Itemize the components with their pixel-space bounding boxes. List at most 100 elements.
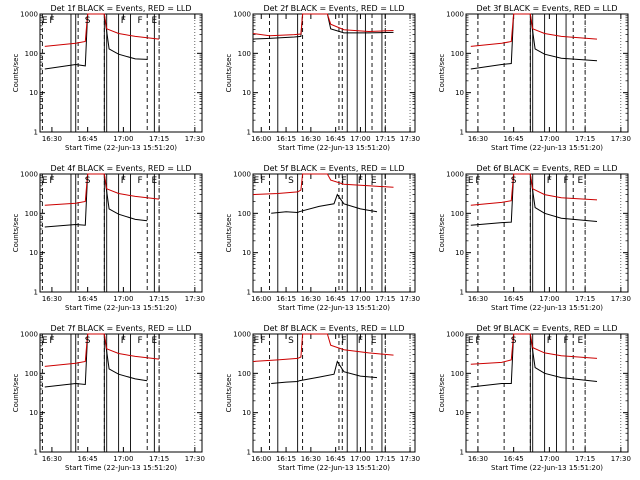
series-line-lld <box>470 333 598 365</box>
y-tick-label: 10 <box>455 89 464 97</box>
series-line-events <box>44 173 148 228</box>
x-tick-label: 16:30 <box>301 295 321 303</box>
segment-marker: E <box>468 176 474 186</box>
segment-marker: F <box>121 16 126 26</box>
x-tick-label: 17:00 <box>539 455 559 463</box>
detector-panel-4: Det 4f BLACK = Events, RED = LLD 1 10 100 10… <box>12 164 205 312</box>
y-tick-label: 1 <box>34 289 38 297</box>
x-tick-label: 16:45 <box>504 455 524 463</box>
plot-frame <box>252 333 416 453</box>
y-tick-label: 1 <box>247 449 251 457</box>
x-tick-label: 16:00 <box>251 135 271 143</box>
segment-marker: F <box>358 336 363 346</box>
segment-marker: F <box>341 176 346 186</box>
plot-frame <box>252 13 416 133</box>
y-tick-label: 1000 <box>20 11 38 19</box>
x-tick-label: 16:15 <box>276 135 296 143</box>
segment-marker: F <box>475 176 480 186</box>
plot-frame <box>39 173 203 293</box>
series-line-lld <box>44 333 160 367</box>
x-axis-label: Start Time (22-Jun-13 15:51:20) <box>278 304 390 312</box>
y-tick-label: 100 <box>238 370 251 378</box>
segment-marker: F <box>547 176 552 186</box>
x-tick-label: 16:45 <box>78 295 98 303</box>
series-line-events <box>44 13 148 70</box>
x-tick-label: 17:00 <box>113 135 133 143</box>
chart-title: Det 4f BLACK = Events, RED = LLD <box>50 164 191 173</box>
y-tick-label: 100 <box>238 50 251 58</box>
y-tick-label: 1000 <box>20 171 38 179</box>
plot-frame <box>39 13 203 133</box>
y-axis-label: Counts/sec <box>12 54 20 93</box>
y-tick-label: 10 <box>29 89 38 97</box>
x-tick-label: 16:45 <box>326 455 346 463</box>
plot-frame <box>465 173 629 293</box>
x-tick-label: 16:30 <box>301 455 321 463</box>
y-tick-label: 100 <box>451 50 464 58</box>
x-tick-label: 17:30 <box>611 455 631 463</box>
x-axis-label: Start Time (22-Jun-13 15:51:20) <box>65 464 177 472</box>
segment-marker: F <box>260 176 265 186</box>
x-tick-label: 16:30 <box>42 455 62 463</box>
segment-marker: S <box>288 336 294 346</box>
x-tick-label: 16:45 <box>78 135 98 143</box>
segment-marker: F <box>563 336 568 346</box>
x-axis-label: Start Time (22-Jun-13 15:51:20) <box>491 144 603 152</box>
x-tick-label: 16:15 <box>276 455 296 463</box>
y-axis-label: Counts/sec <box>225 214 233 253</box>
segment-marker: E <box>152 176 158 186</box>
x-tick-label: 17:30 <box>400 455 420 463</box>
y-tick-label: 1 <box>34 449 38 457</box>
series-line-lld <box>470 173 598 206</box>
chart-title: Det 7f BLACK = Events, RED = LLD <box>50 324 191 333</box>
segment-marker: F <box>49 176 54 186</box>
y-tick-label: 10 <box>242 249 251 257</box>
x-tick-label: 17:15 <box>575 295 595 303</box>
y-tick-label: 1 <box>460 289 464 297</box>
segment-marker: F <box>358 176 363 186</box>
y-axis-label: Counts/sec <box>225 54 233 93</box>
x-tick-label: 16:15 <box>276 295 296 303</box>
segment-marker: F <box>121 176 126 186</box>
detector-panel-8: Det 8f BLACK = Events, RED = LLD 1 10 100 10… <box>225 324 420 472</box>
x-axis-label: Start Time (22-Jun-13 15:51:20) <box>278 144 390 152</box>
x-tick-label: 16:00 <box>251 455 271 463</box>
x-tick-label: 16:30 <box>468 135 488 143</box>
series-line-events <box>271 193 378 214</box>
segment-marker: F <box>137 16 142 26</box>
chart-title: Det 3f BLACK = Events, RED = LLD <box>476 4 617 13</box>
x-tick-label: 16:30 <box>301 135 321 143</box>
x-axis-label: Start Time (22-Jun-13 15:51:20) <box>278 464 390 472</box>
segment-marker: E <box>468 336 474 346</box>
y-tick-label: 1000 <box>233 171 251 179</box>
y-tick-label: 100 <box>238 210 251 218</box>
segment-marker: S <box>85 176 91 186</box>
segment-marker: F <box>49 16 54 26</box>
segment-marker: E <box>42 16 48 26</box>
y-tick-label: 1 <box>247 129 251 137</box>
y-axis-label: Counts/sec <box>225 374 233 413</box>
segment-marker: F <box>137 176 142 186</box>
segment-marker: E <box>371 176 377 186</box>
y-tick-label: 100 <box>25 50 38 58</box>
y-tick-label: 1000 <box>446 171 464 179</box>
chart-title: Det 2f BLACK = Events, RED = LLD <box>263 4 404 13</box>
y-tick-label: 1000 <box>233 11 251 19</box>
chart-title: Det 8f BLACK = Events, RED = LLD <box>263 324 404 333</box>
segment-marker: S <box>85 336 91 346</box>
segment-marker: F <box>121 336 126 346</box>
x-tick-label: 17:15 <box>149 455 169 463</box>
y-tick-label: 1000 <box>446 11 464 19</box>
x-axis-label: Start Time (22-Jun-13 15:51:20) <box>491 464 603 472</box>
y-tick-label: 10 <box>29 249 38 257</box>
x-tick-label: 17:00 <box>350 455 370 463</box>
y-tick-label: 1000 <box>233 331 251 339</box>
chart-title: Det 6f BLACK = Events, RED = LLD <box>476 164 617 173</box>
y-tick-label: 1000 <box>446 331 464 339</box>
segment-marker: S <box>511 176 517 186</box>
x-tick-label: 17:15 <box>149 295 169 303</box>
y-axis-label: Counts/sec <box>438 214 446 253</box>
y-tick-label: 100 <box>451 370 464 378</box>
y-tick-label: 100 <box>451 210 464 218</box>
x-tick-label: 17:00 <box>539 135 559 143</box>
